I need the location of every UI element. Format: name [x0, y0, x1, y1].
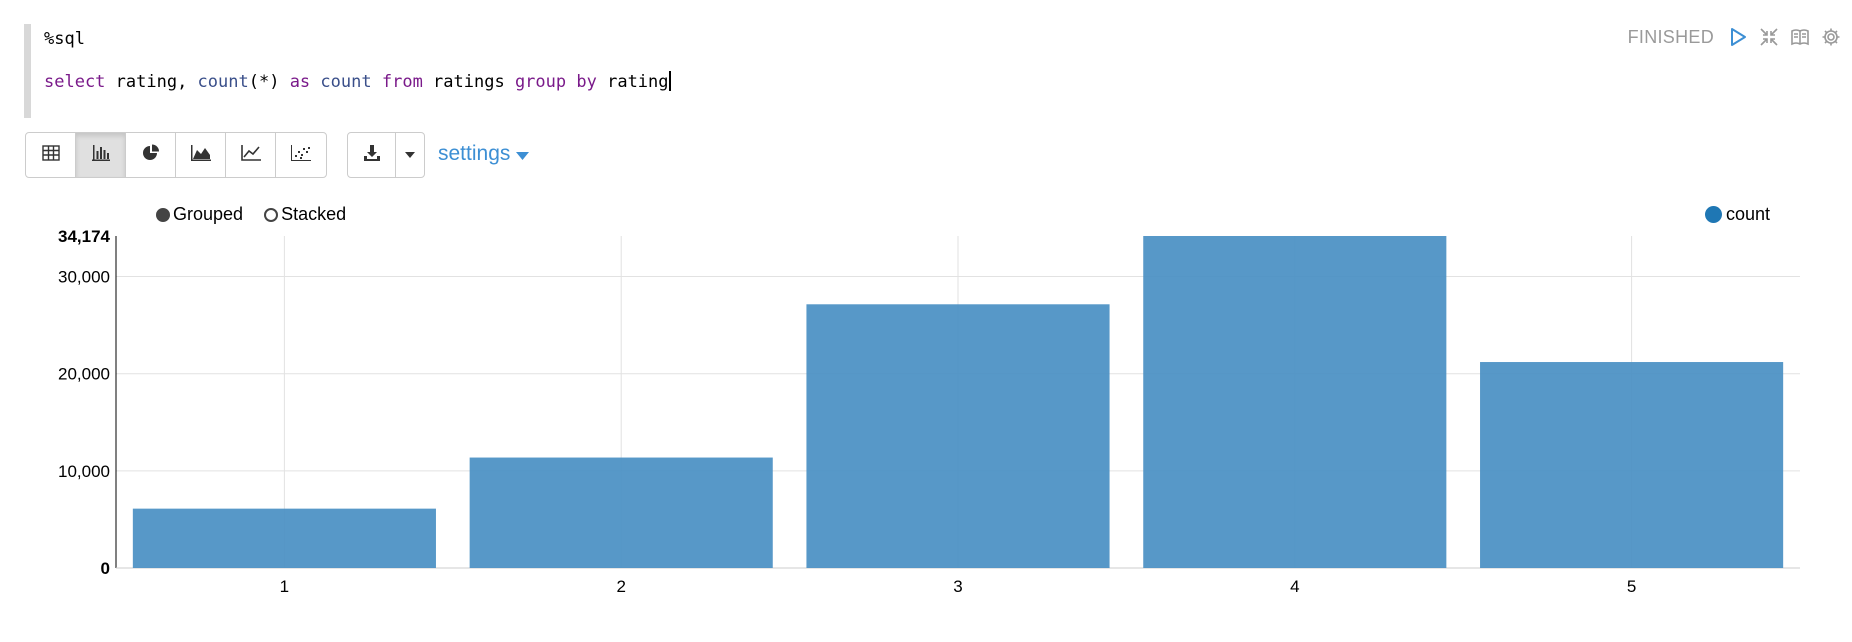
y-tick-label: 10,000	[58, 462, 110, 481]
gear-icon[interactable]	[1820, 26, 1842, 48]
x-tick-label: 4	[1290, 577, 1299, 596]
radio-selected-icon	[156, 207, 170, 222]
y-tick-label: 30,000	[58, 268, 110, 287]
grouped-radio[interactable]: Grouped	[156, 204, 243, 225]
y-tick-label: 20,000	[58, 365, 110, 384]
text-cursor	[668, 71, 671, 91]
caret-down-icon	[516, 142, 530, 166]
x-tick-label: 3	[953, 577, 962, 596]
book-icon[interactable]	[1789, 26, 1811, 48]
grouped-label: Grouped	[173, 204, 244, 224]
bar-chart-button[interactable]	[76, 133, 126, 177]
line-chart-button[interactable]	[226, 133, 276, 177]
sql-token	[372, 72, 382, 92]
sql-token: ratings	[422, 72, 515, 92]
y-tick-label: 34,174	[58, 230, 111, 246]
sql-token: count	[320, 72, 372, 92]
area-chart-button[interactable]	[176, 133, 226, 177]
bar-chart-icon	[91, 144, 110, 166]
area-chart-icon	[190, 144, 211, 166]
chart-legend-item[interactable]: count	[1704, 204, 1770, 225]
download-options-button[interactable]	[396, 133, 424, 177]
status-text: FINISHED	[1627, 26, 1714, 47]
x-tick-label: 2	[616, 577, 625, 596]
sql-token: count	[197, 72, 249, 92]
bar	[1143, 236, 1447, 568]
stacked-label: Stacked	[281, 204, 347, 224]
sql-query-line: select rating, count(*) as count from ra…	[44, 71, 671, 92]
legend-dot-icon	[1704, 206, 1722, 223]
sql-token: group	[514, 72, 567, 92]
scatter-chart-icon	[291, 144, 311, 166]
download-button[interactable]	[348, 133, 396, 177]
scatter-chart-button[interactable]	[276, 133, 326, 177]
sql-token: by	[576, 72, 597, 92]
caret-down-icon	[404, 146, 416, 164]
sql-token: as	[289, 72, 311, 92]
download-icon	[363, 144, 381, 167]
bar	[806, 304, 1110, 568]
x-tick-label: 5	[1627, 577, 1636, 596]
sql-token: rating,	[105, 72, 198, 92]
sql-token: (*)	[248, 72, 290, 92]
pie-chart-button[interactable]	[126, 133, 176, 177]
run-icon[interactable]	[1727, 26, 1749, 48]
code-editor[interactable]: %sql select rating, count(*) as count fr…	[24, 24, 1671, 118]
chart-mode-radios: Grouped Stacked	[156, 204, 346, 225]
sql-token: select	[44, 72, 106, 92]
bar	[1480, 362, 1784, 568]
y-tick-label: 0	[101, 559, 110, 578]
pie-chart-icon	[142, 144, 160, 167]
interpreter-magic: %sql	[44, 29, 85, 49]
x-tick-label: 1	[280, 577, 289, 596]
table-view-button[interactable]	[26, 133, 76, 177]
collapse-icon[interactable]	[1758, 26, 1780, 48]
settings-toggle[interactable]: settings	[438, 142, 530, 166]
radio-empty-icon	[264, 207, 279, 222]
bar-chart: 0 10,000 20,000 30,000 34,174 1 2 3 4 5	[58, 230, 1800, 596]
visualization-toolbar	[25, 132, 327, 178]
stacked-radio[interactable]: Stacked	[264, 204, 346, 225]
settings-label: settings	[438, 142, 511, 165]
bar	[132, 508, 436, 568]
bar	[469, 457, 773, 568]
line-chart-icon	[240, 144, 261, 166]
sql-token	[566, 72, 576, 92]
table-icon	[41, 144, 60, 166]
download-button-group	[347, 132, 425, 178]
paragraph-controls: FINISHED	[1628, 26, 1842, 48]
sql-token: from	[381, 72, 423, 92]
sql-token	[310, 72, 320, 92]
sql-token: rating	[596, 72, 669, 92]
legend-label: count	[1725, 204, 1770, 224]
